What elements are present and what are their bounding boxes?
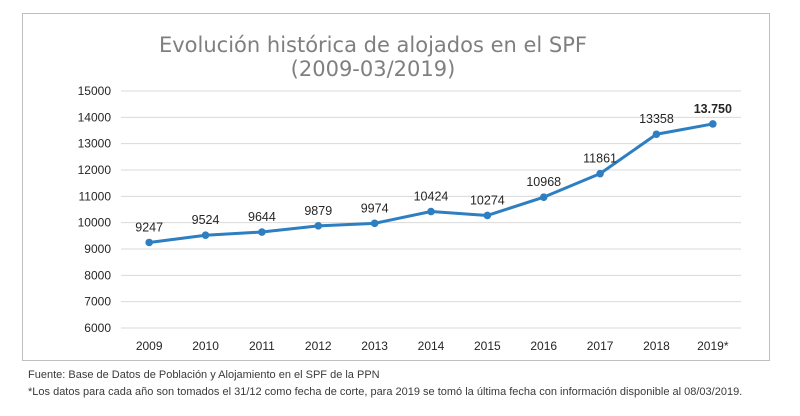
x-tick-label: 2013	[361, 339, 388, 353]
data-label: 9644	[248, 210, 276, 224]
y-tick-label: 9000	[84, 242, 111, 256]
y-tick-label: 11000	[79, 189, 112, 203]
data-label: 9524	[192, 213, 220, 227]
data-label: 10968	[526, 175, 561, 189]
y-tick-label: 13000	[78, 137, 112, 151]
x-tick-label: 2014	[418, 339, 445, 353]
x-tick-label: 2011	[249, 339, 275, 353]
x-tick-label: 2009	[136, 339, 163, 353]
y-tick-label: 7000	[84, 295, 111, 309]
data-label: 9974	[361, 201, 389, 215]
chart-frame: Evolución histórica de alojados en el SP…	[22, 13, 770, 361]
data-label: 9247	[135, 220, 163, 234]
data-point	[709, 120, 717, 128]
series-line	[147, 122, 715, 244]
data-point	[370, 219, 379, 228]
data-label: 10274	[470, 193, 505, 207]
data-label: 10424	[414, 190, 449, 204]
x-tick-label: 2019*	[697, 339, 729, 353]
source-note: Fuente: Base de Datos de Población y Alo…	[28, 369, 380, 381]
y-tick-label: 12000	[78, 163, 112, 177]
data-point	[652, 130, 661, 139]
data-point	[596, 169, 604, 178]
data-point	[314, 222, 323, 230]
x-tick-label: 2015	[474, 339, 501, 353]
y-tick-label: 6000	[84, 321, 111, 335]
x-tick-label: 2010	[192, 339, 219, 353]
data-label: 11861	[583, 152, 617, 166]
data-point	[483, 211, 492, 220]
data-label: 9879	[304, 204, 332, 218]
data-point	[145, 238, 153, 247]
data-point	[427, 207, 435, 216]
chart-title-line-1: Evolución histórica de alojados en el SP…	[159, 33, 587, 57]
x-tick-label: 2017	[587, 339, 614, 353]
x-tick-label: 2016	[530, 339, 557, 353]
data-point	[201, 231, 210, 240]
y-tick-label: 15000	[78, 84, 112, 98]
data-label: 13358	[639, 112, 674, 126]
data-point	[539, 193, 548, 201]
y-tick-label: 8000	[84, 268, 111, 282]
line-chart: Evolución histórica de alojados en el SP…	[78, 33, 741, 353]
x-tick-label: 2012	[305, 339, 332, 353]
chart-title-line-2: (2009-03/2019)	[291, 57, 456, 81]
y-tick-label: 10000	[78, 216, 112, 230]
y-tick-label: 14000	[78, 110, 112, 124]
data-point	[258, 228, 266, 236]
x-tick-label: 2018	[643, 339, 670, 353]
data-label: 13.750	[694, 102, 732, 116]
footnote: *Los datos para cada año son tomados el …	[28, 386, 743, 398]
